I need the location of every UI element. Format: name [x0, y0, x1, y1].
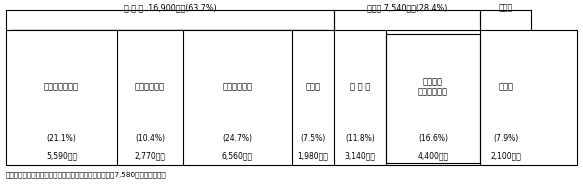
Bar [6, 30, 577, 165]
Text: (21.1%): (21.1%) [47, 134, 76, 143]
Text: 法人税 7,540億円(28.4%): 法人税 7,540億円(28.4%) [367, 3, 447, 12]
Text: その他: その他 [305, 83, 321, 92]
Text: 生・損保控除: 生・損保控除 [135, 83, 165, 92]
Text: 法 人 税: 法 人 税 [350, 83, 370, 92]
Text: 5,590億円: 5,590億円 [46, 151, 77, 160]
Text: （注）　上記のほか、交際費課税の特例による増収（＋7,580億円）がある。: （注） 上記のほか、交際費課税の特例による増収（＋7,580億円）がある。 [6, 171, 167, 178]
Text: 住宅ローン控除: 住宅ローン控除 [44, 83, 79, 92]
Text: 老人マル優等: 老人マル優等 [222, 83, 252, 92]
Text: その他: その他 [498, 83, 513, 92]
Text: (24.7%): (24.7%) [222, 134, 252, 143]
Text: (7.9%): (7.9%) [493, 134, 518, 143]
Text: 2,100億円: 2,100億円 [490, 151, 521, 160]
Text: (7.5%): (7.5%) [300, 134, 325, 143]
Text: (10.4%): (10.4%) [135, 134, 165, 143]
Text: (16.6%): (16.6%) [418, 134, 448, 143]
Text: 1,980億円: 1,980億円 [297, 151, 328, 160]
Text: 所 得 税  16,900億円(63.7%): 所 得 税 16,900億円(63.7%) [124, 3, 216, 12]
Text: (11.8%): (11.8%) [345, 134, 375, 143]
Text: 3,140億円: 3,140億円 [345, 151, 375, 160]
Bar [386, 34, 480, 163]
Text: 投資減税
（景気対策）: 投資減税 （景気対策） [418, 77, 448, 97]
Text: その他: その他 [498, 3, 513, 12]
Text: 4,400億円: 4,400億円 [417, 151, 448, 160]
Text: 6,560億円: 6,560億円 [222, 151, 253, 160]
Text: 2,770億円: 2,770億円 [135, 151, 166, 160]
